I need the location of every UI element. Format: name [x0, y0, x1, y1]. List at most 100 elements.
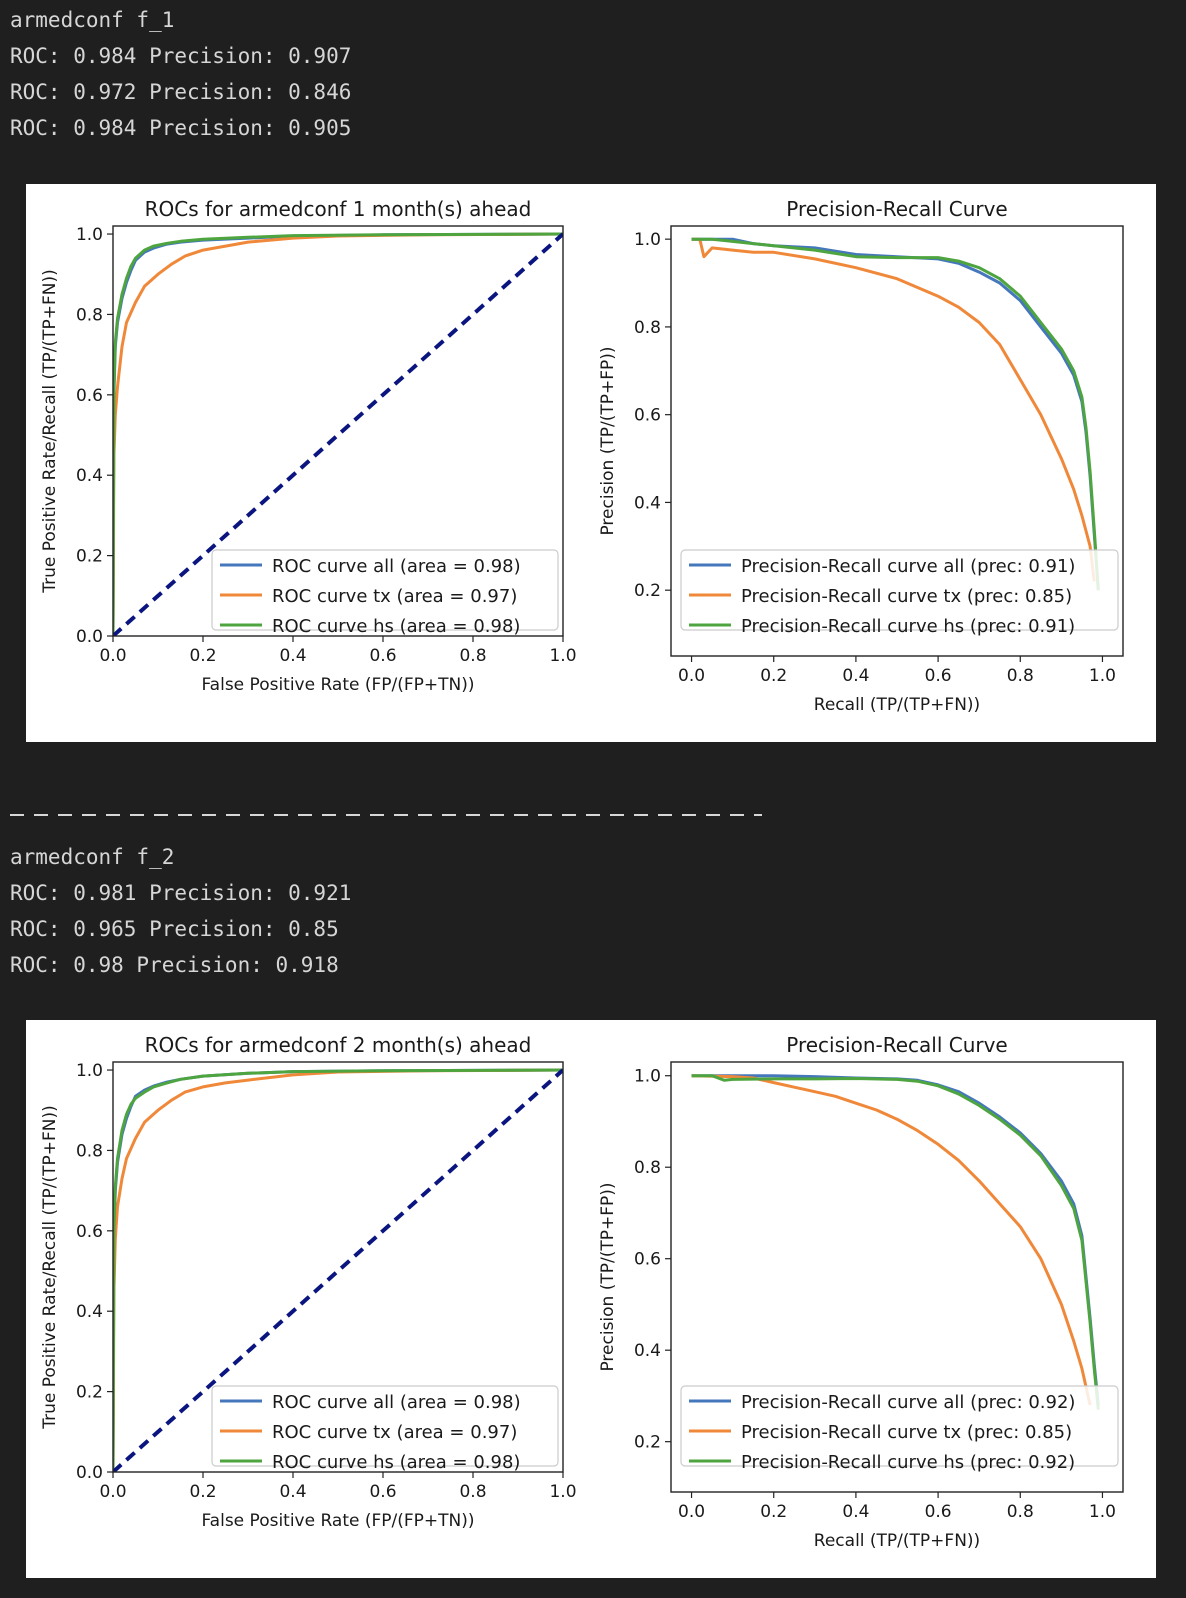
- output-line: ROC: 0.972 Precision: 0.846: [10, 80, 352, 104]
- series-line-all: [691, 1074, 1100, 1406]
- pr-chart-2: Precision-Recall Curve 0.0 0.2 0.4 0.6 0.8 1.0…: [598, 1033, 1124, 1551]
- x-tick-label: 0.4: [279, 646, 306, 666]
- x-tick-label: 0.6: [925, 666, 952, 686]
- pr-chart-1: Precision-Recall Curve 0.0 0.2 0.4 0.6 0.8 1.0…: [598, 197, 1124, 715]
- legend-label: Precision-Recall curve tx (prec: 0.85): [741, 586, 1072, 607]
- y-tick-label: 0.4: [634, 493, 661, 513]
- y-tick-label: 1.0: [76, 225, 103, 245]
- legend-box: [680, 549, 1119, 631]
- legend-box: [680, 1385, 1119, 1467]
- y-tick-label: 0.6: [76, 386, 103, 406]
- output-line: ROC: 0.98 Precision: 0.918: [10, 953, 339, 977]
- x-tick-label: 0.8: [459, 1482, 486, 1502]
- y-axis-label: True Positive Rate/Recall (TP/(TP+FN)): [40, 269, 60, 594]
- chart-title: ROCs for armedconf 2 month(s) ahead: [145, 1033, 532, 1057]
- legend-label: ROC curve all (area = 0.98): [272, 556, 521, 577]
- y-tick-label: 1.0: [76, 1061, 103, 1081]
- output-line: ROC: 0.984 Precision: 0.907: [10, 44, 352, 68]
- y-tick-label: 0.8: [76, 305, 103, 325]
- x-tick-label: 1.0: [1089, 666, 1116, 686]
- x-tick-label: 0.8: [459, 646, 486, 666]
- figure-2: ROCs for armedconf 2 month(s) ahead 0.0 0.…: [26, 1020, 1156, 1578]
- x-tick-label: 0.0: [99, 1482, 126, 1502]
- legend-label: ROC curve tx (area = 0.97): [272, 586, 517, 607]
- output-line: ROC: 0.965 Precision: 0.85: [10, 917, 339, 941]
- x-tick-label: 0.2: [760, 1502, 787, 1522]
- y-tick-label: 0.6: [634, 1250, 661, 1270]
- output-separator: [10, 814, 762, 816]
- series-line-tx: [113, 1068, 563, 1472]
- x-tick-label: 0.4: [842, 1502, 869, 1522]
- x-tick-label: 0.6: [925, 1502, 952, 1522]
- x-tick-label: 0.8: [1007, 666, 1034, 686]
- diagonal-reference-line: [113, 1068, 563, 1472]
- chart-title: Precision-Recall Curve: [786, 1033, 1007, 1057]
- y-tick-label: 0.8: [76, 1141, 103, 1161]
- legend-box: [211, 1385, 559, 1467]
- legend-box: [211, 549, 559, 631]
- x-tick-label: 0.0: [678, 1502, 705, 1522]
- legend-label: Precision-Recall curve hs (prec: 0.92): [741, 1452, 1075, 1473]
- chart-title: ROCs for armedconf 1 month(s) ahead: [145, 197, 532, 221]
- y-axis-label: Precision (TP/(TP+FP)): [598, 346, 618, 535]
- x-axis-label: False Positive Rate (FP/(FP+TN)): [201, 1511, 474, 1531]
- legend-label: ROC curve all (area = 0.98): [272, 1392, 521, 1413]
- y-tick-label: 0.8: [634, 1158, 661, 1178]
- x-tick-label: 1.0: [549, 646, 576, 666]
- y-tick-label: 0.4: [634, 1341, 661, 1361]
- legend-label: Precision-Recall curve hs (prec: 0.91): [741, 616, 1075, 637]
- y-tick-label: 0.6: [634, 406, 661, 426]
- y-tick-label: 0.4: [76, 466, 103, 486]
- output-header: armedconf f_2: [10, 845, 175, 869]
- x-tick-label: 0.2: [760, 666, 787, 686]
- plot-frame: [670, 1061, 1124, 1493]
- y-tick-label: 0.6: [76, 1222, 103, 1242]
- output-line: ROC: 0.984 Precision: 0.905: [10, 116, 352, 140]
- legend-label: ROC curve tx (area = 0.97): [272, 1422, 517, 1443]
- output-header: armedconf f_1: [10, 8, 175, 32]
- x-axis-label: Recall (TP/(TP+FN)): [814, 695, 980, 715]
- plot-frame: [112, 225, 564, 637]
- series-line-hs: [691, 1074, 1100, 1410]
- series-line-hs: [113, 232, 563, 636]
- x-tick-label: 0.0: [678, 666, 705, 686]
- x-tick-label: 0.2: [189, 1482, 216, 1502]
- x-tick-label: 0.6: [369, 1482, 396, 1502]
- x-tick-label: 1.0: [1089, 1502, 1116, 1522]
- y-tick-label: 0.0: [76, 1463, 103, 1483]
- x-tick-label: 0.8: [1007, 1502, 1034, 1522]
- y-tick-label: 0.2: [634, 1433, 661, 1453]
- x-tick-label: 0.0: [99, 646, 126, 666]
- x-tick-label: 0.6: [369, 646, 396, 666]
- x-axis-label: False Positive Rate (FP/(FP+TN)): [201, 675, 474, 695]
- y-tick-label: 1.0: [634, 230, 661, 250]
- legend-label: ROC curve hs (area = 0.98): [272, 616, 520, 637]
- y-tick-label: 0.2: [634, 581, 661, 601]
- legend-label: ROC curve hs (area = 0.98): [272, 1452, 520, 1473]
- legend-label: Precision-Recall curve all (prec: 0.92): [741, 1392, 1075, 1413]
- legend-label: Precision-Recall curve tx (prec: 0.85): [741, 1422, 1072, 1443]
- y-tick-label: 0.8: [634, 318, 661, 338]
- figure-1: ROCs for armedconf 1 month(s) ahead 0.0 0.…: [26, 184, 1156, 742]
- series-line-hs: [113, 1068, 563, 1472]
- diagonal-reference-line: [113, 232, 563, 636]
- legend-label: Precision-Recall curve all (prec: 0.91): [741, 556, 1075, 577]
- y-axis-label: Precision (TP/(TP+FP)): [598, 1182, 618, 1371]
- series-line-all: [691, 237, 1100, 591]
- x-tick-label: 0.4: [279, 1482, 306, 1502]
- series-line-hs: [691, 237, 1100, 591]
- series-line-tx: [113, 232, 563, 636]
- output-line: ROC: 0.981 Precision: 0.921: [10, 881, 352, 905]
- y-tick-label: 0.0: [76, 627, 103, 647]
- y-tick-label: 0.2: [76, 1383, 103, 1403]
- x-axis-label: Recall (TP/(TP+FN)): [814, 1531, 980, 1551]
- y-tick-label: 0.4: [76, 1302, 103, 1322]
- series-line-tx: [691, 237, 1096, 582]
- plot-frame: [670, 225, 1124, 657]
- chart-title: Precision-Recall Curve: [786, 197, 1007, 221]
- y-tick-label: 0.2: [76, 547, 103, 567]
- x-tick-label: 0.4: [842, 666, 869, 686]
